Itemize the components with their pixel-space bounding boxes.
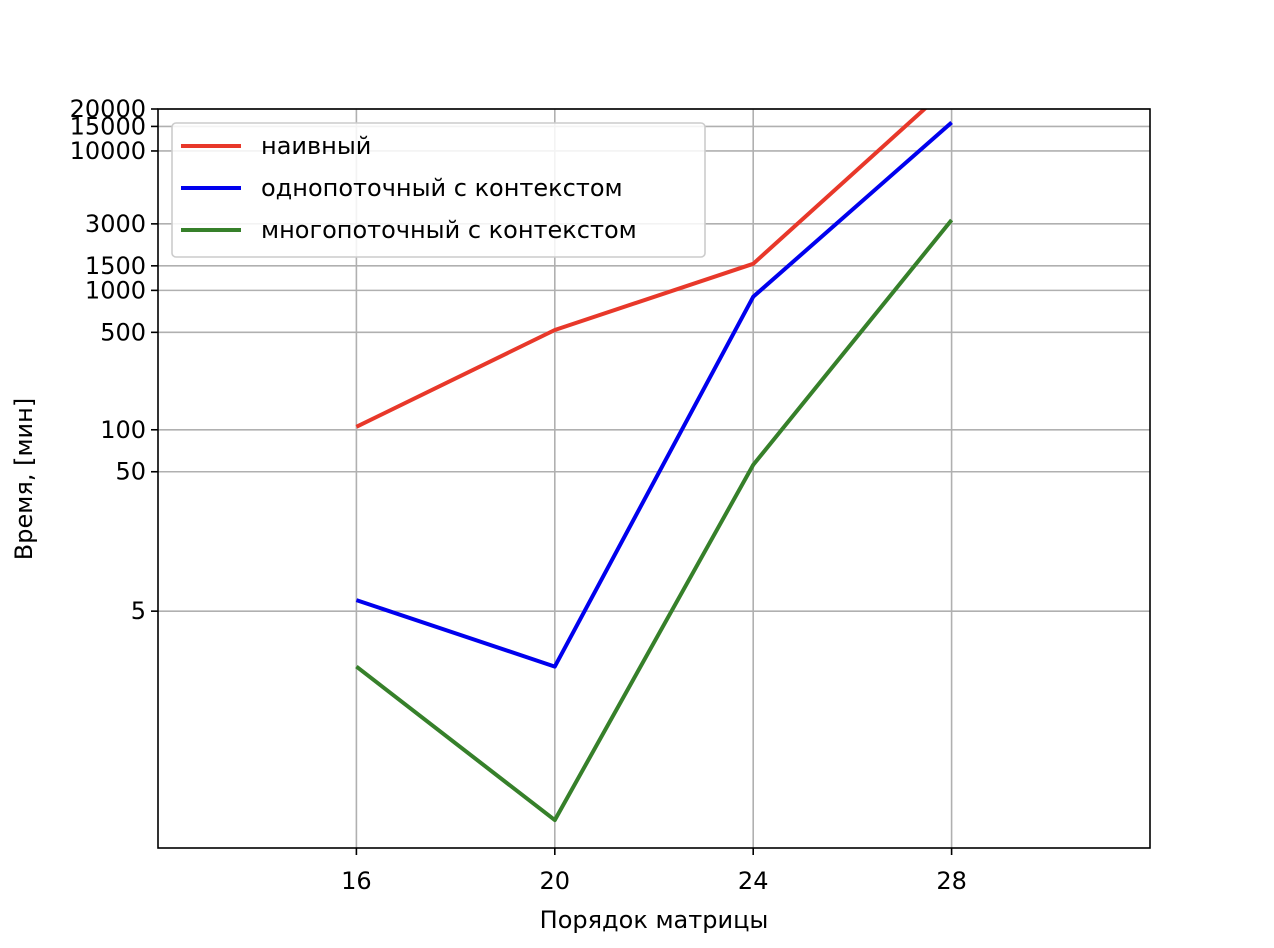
- y-tick-label: 5: [131, 597, 146, 625]
- legend-label: однопоточный с контекстом: [261, 174, 623, 202]
- legend-box: [171, 122, 706, 258]
- x-tick-label: 16: [341, 867, 372, 895]
- x-tick-label: 24: [738, 867, 769, 895]
- y-tick-label: 15000: [70, 112, 146, 140]
- y-tick-label: 50: [115, 458, 146, 486]
- y-axis-title: Время, [мин]: [10, 398, 38, 560]
- y-tick-label: 1500: [85, 252, 146, 280]
- x-tick-label: 28: [936, 867, 967, 895]
- series-line: [355, 218, 954, 823]
- y-tick-label: 20000: [70, 95, 146, 123]
- legend-label: многопоточный с контекстом: [261, 216, 637, 244]
- series-line: [355, 109, 928, 429]
- x-tick-label: 20: [540, 867, 571, 895]
- y-tick-label: 1000: [85, 276, 146, 304]
- y-tick-label: 500: [100, 318, 146, 346]
- series-line: [355, 120, 953, 669]
- y-tick-label: 100: [100, 416, 146, 444]
- legend: наивный однопоточный с контекстом многопот…: [171, 122, 706, 258]
- series-lines: [355, 109, 954, 823]
- y-tick-label: 3000: [85, 210, 146, 238]
- legend-label: наивный: [261, 132, 371, 160]
- y-tick-label: 10000: [70, 137, 146, 165]
- x-axis-title: Порядок матрицы: [540, 906, 769, 934]
- plot-frame: [157, 108, 1151, 849]
